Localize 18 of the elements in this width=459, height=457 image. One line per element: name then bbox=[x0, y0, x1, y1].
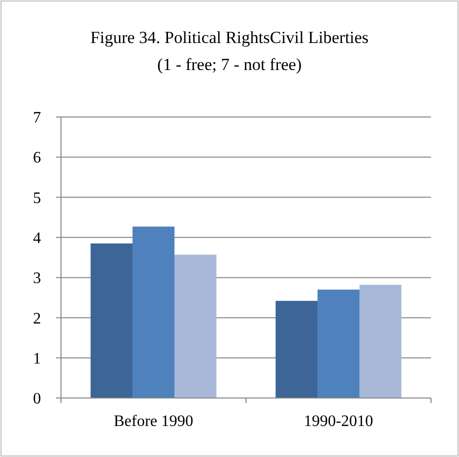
bar bbox=[276, 300, 318, 398]
y-tick-label: 5 bbox=[33, 190, 41, 207]
y-tick-label: 2 bbox=[33, 310, 41, 328]
bar bbox=[90, 243, 133, 398]
y-tick-label: 6 bbox=[33, 150, 41, 167]
chart-subtitle: (1 - free; 7 - not free) bbox=[157, 55, 302, 74]
x-tick-label: 1990-2010 bbox=[304, 413, 374, 430]
bar bbox=[174, 254, 216, 398]
chart-title: Figure 34. Political RightsCivil Liberties bbox=[90, 28, 369, 47]
bar bbox=[132, 226, 174, 398]
y-tick-label: 0 bbox=[33, 390, 41, 408]
y-tick-label: 7 bbox=[33, 110, 41, 127]
y-tick-label: 4 bbox=[33, 230, 41, 248]
y-tick-label: 1 bbox=[33, 350, 41, 368]
bar bbox=[359, 284, 402, 398]
y-tick-label: 3 bbox=[33, 270, 41, 288]
x-tick-label: Before 1990 bbox=[114, 413, 194, 430]
bar bbox=[318, 290, 360, 398]
